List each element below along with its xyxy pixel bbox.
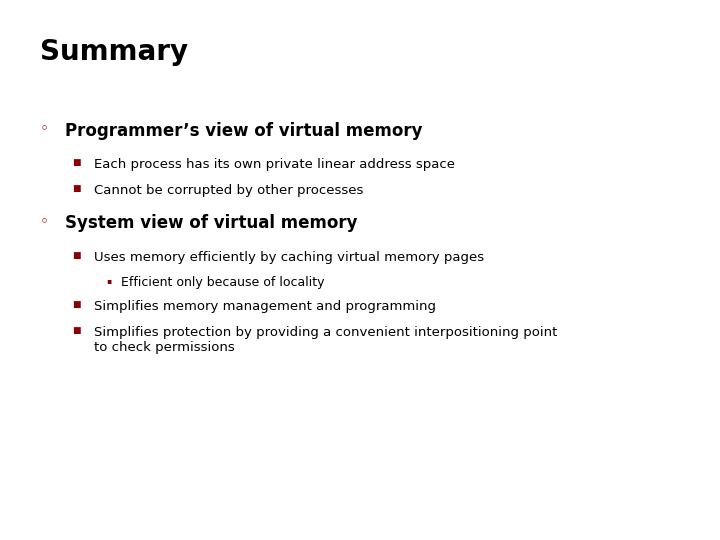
Text: Simplifies memory management and programming: Simplifies memory management and program… xyxy=(94,300,436,313)
Text: Each process has its own private linear address space: Each process has its own private linear … xyxy=(94,158,454,171)
Text: ■: ■ xyxy=(72,158,81,167)
Text: Uses memory efficiently by caching virtual memory pages: Uses memory efficiently by caching virtu… xyxy=(94,251,484,264)
Text: Programmer’s view of virtual memory: Programmer’s view of virtual memory xyxy=(65,122,423,139)
Text: System view of virtual memory: System view of virtual memory xyxy=(65,214,357,232)
Text: ■: ■ xyxy=(72,326,81,335)
Text: ■: ■ xyxy=(72,251,81,260)
Text: ■: ■ xyxy=(72,184,81,193)
Text: Simplifies protection by providing a convenient interpositioning point
to check : Simplifies protection by providing a con… xyxy=(94,326,557,354)
Text: Summary: Summary xyxy=(40,38,188,66)
Text: ▪: ▪ xyxy=(107,276,112,286)
Text: ■: ■ xyxy=(72,300,81,309)
Text: ◦: ◦ xyxy=(40,122,49,137)
Text: ◦: ◦ xyxy=(40,214,49,229)
Text: Efficient only because of locality: Efficient only because of locality xyxy=(121,276,325,289)
Text: Cannot be corrupted by other processes: Cannot be corrupted by other processes xyxy=(94,184,363,197)
